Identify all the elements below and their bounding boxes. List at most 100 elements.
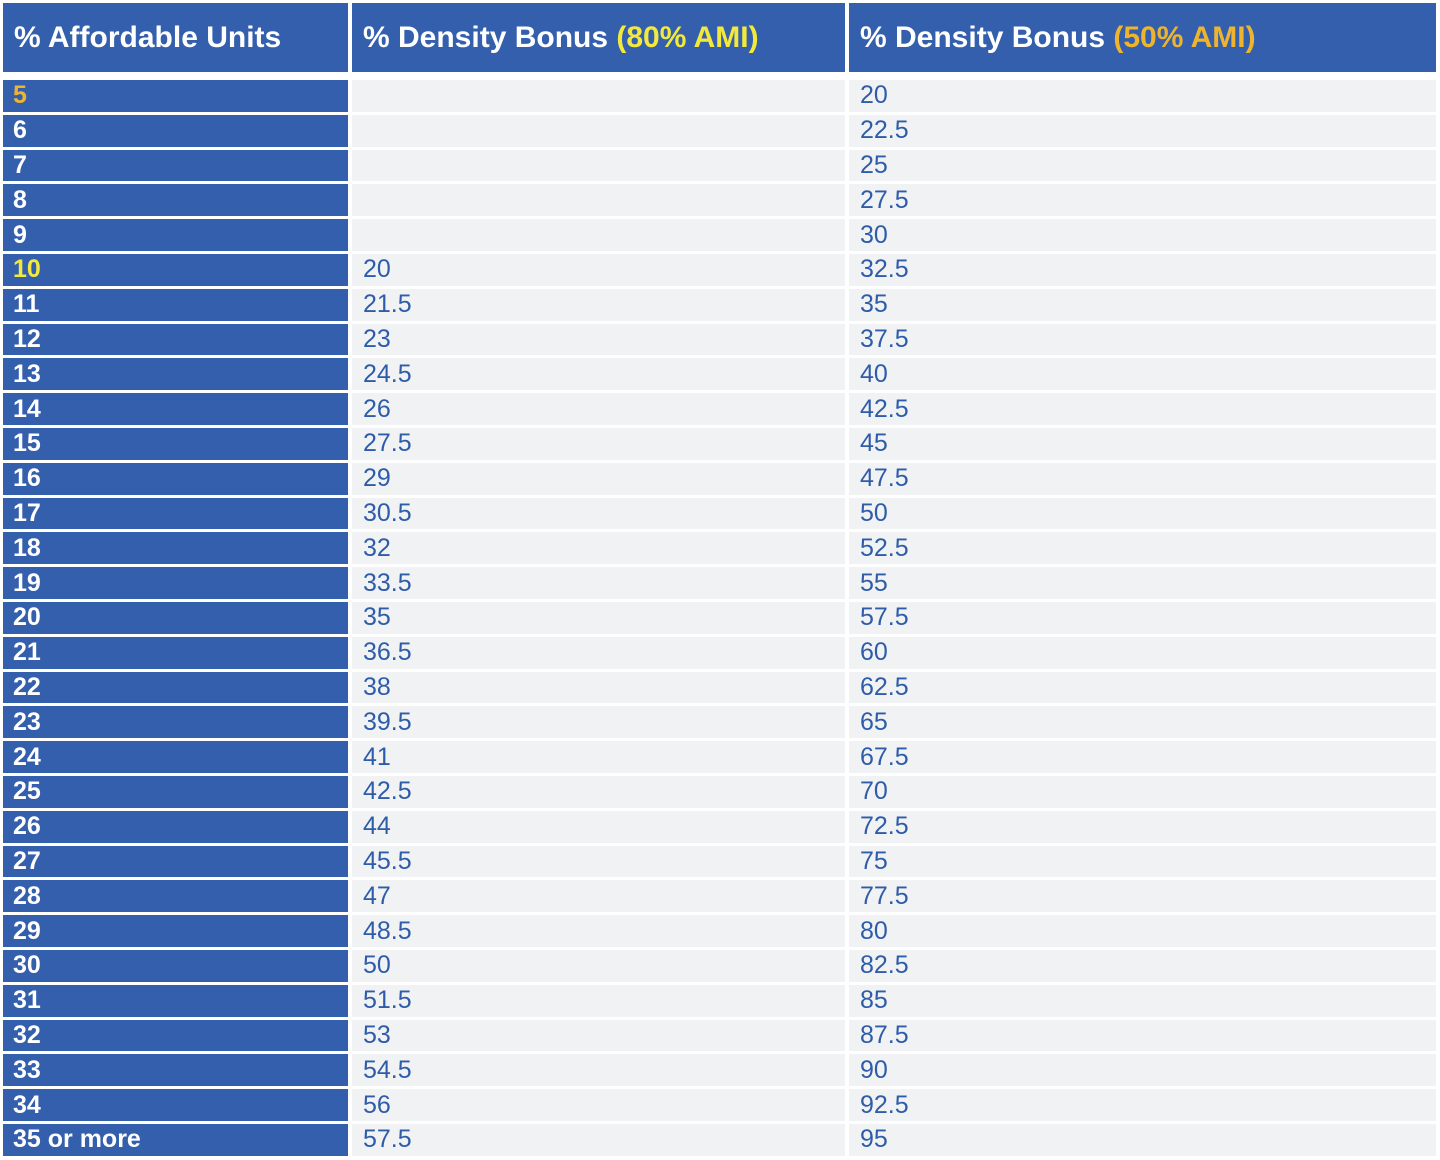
density-bonus-80-cell: 33.5	[352, 567, 845, 599]
table-row: 9 30	[3, 219, 1436, 251]
affordable-units-cell: 34	[3, 1089, 348, 1121]
affordable-units-cell: 33	[3, 1054, 348, 1087]
affordable-units-cell: 14	[3, 393, 348, 425]
table-row: 21 36.5 60	[3, 636, 1436, 669]
affordable-units-cell: 18	[3, 532, 348, 565]
density-bonus-50-cell: 90	[849, 1054, 1436, 1087]
density-bonus-50-cell: 25	[849, 149, 1436, 182]
density-bonus-50-cell: 67.5	[849, 741, 1436, 773]
affordable-units-cell: 30	[3, 949, 348, 982]
density-bonus-50-cell: 72.5	[849, 810, 1436, 843]
density-bonus-50-cell: 87.5	[849, 1019, 1436, 1052]
density-bonus-80-cell: 57.5	[352, 1123, 845, 1156]
density-bonus-50-cell: 47.5	[849, 462, 1436, 495]
density-bonus-50-cell: 65	[849, 706, 1436, 739]
density-bonus-50-cell: 77.5	[849, 880, 1436, 913]
density-bonus-80-cell: 45.5	[352, 845, 845, 878]
density-bonus-80-cell: 56	[352, 1089, 845, 1121]
density-bonus-50-cell: 35	[849, 288, 1436, 321]
table-row: 20 35 57.5	[3, 601, 1436, 634]
density-bonus-80-cell: 36.5	[352, 636, 845, 669]
density-bonus-50-cell: 27.5	[849, 184, 1436, 217]
table-row: 18 32 52.5	[3, 532, 1436, 565]
density-bonus-80-cell: 38	[352, 671, 845, 704]
table-row: 10 20 32.5	[3, 253, 1436, 286]
density-bonus-80-cell	[352, 184, 845, 217]
affordable-units-cell: 24	[3, 741, 348, 773]
density-bonus-50-cell: 50	[849, 497, 1436, 530]
density-bonus-50-cell: 95	[849, 1123, 1436, 1156]
density-bonus-80-cell: 41	[352, 741, 845, 773]
table-row: 32 53 87.5	[3, 1019, 1436, 1052]
affordable-units-cell: 15	[3, 427, 348, 460]
affordable-units-cell: 7	[3, 149, 348, 182]
density-bonus-50-cell: 60	[849, 636, 1436, 669]
table-row: 11 21.5 35	[3, 288, 1436, 321]
affordable-units-cell: 21	[3, 636, 348, 669]
density-bonus-80-cell: 44	[352, 810, 845, 843]
density-bonus-80-cell: 48.5	[352, 915, 845, 947]
density-bonus-80-cell: 29	[352, 462, 845, 495]
density-bonus-80-cell: 23	[352, 323, 845, 356]
table-row: 5 20	[3, 80, 1436, 112]
table-row: 22 38 62.5	[3, 671, 1436, 704]
table-row: 13 24.5 40	[3, 358, 1436, 391]
density-bonus-50-cell: 62.5	[849, 671, 1436, 704]
affordable-units-cell: 6	[3, 114, 348, 147]
density-bonus-50-cell: 32.5	[849, 253, 1436, 286]
density-bonus-50-cell: 42.5	[849, 393, 1436, 425]
density-bonus-50-cell: 85	[849, 984, 1436, 1017]
affordable-units-cell: 12	[3, 323, 348, 356]
density-bonus-50-cell: 40	[849, 358, 1436, 391]
affordable-units-cell: 23	[3, 706, 348, 739]
header-density-bonus-80: % Density Bonus (80% AMI)	[352, 3, 845, 72]
table-row: 14 26 42.5	[3, 393, 1436, 425]
table-row: 28 47 77.5	[3, 880, 1436, 913]
table-row: 19 33.5 55	[3, 567, 1436, 599]
table-row: 35 or more 57.5 95	[3, 1123, 1436, 1156]
density-bonus-50-cell: 37.5	[849, 323, 1436, 356]
table-row: 30 50 82.5	[3, 949, 1436, 982]
density-bonus-80-cell	[352, 219, 845, 251]
table-row: 24 41 67.5	[3, 741, 1436, 773]
table-row: 17 30.5 50	[3, 497, 1436, 530]
density-bonus-50-cell: 55	[849, 567, 1436, 599]
table-row: 27 45.5 75	[3, 845, 1436, 878]
density-bonus-80-cell: 30.5	[352, 497, 845, 530]
affordable-units-cell: 22	[3, 671, 348, 704]
density-bonus-50-cell: 45	[849, 427, 1436, 460]
density-bonus-80-cell: 24.5	[352, 358, 845, 391]
affordable-units-cell: 27	[3, 845, 348, 878]
affordable-units-cell: 5	[3, 80, 348, 112]
density-bonus-50-cell: 20	[849, 80, 1436, 112]
density-bonus-80-cell: 20	[352, 253, 845, 286]
affordable-units-cell: 32	[3, 1019, 348, 1052]
density-bonus-80-cell: 32	[352, 532, 845, 565]
affordable-units-cell: 25	[3, 775, 348, 808]
density-bonus-80-cell: 35	[352, 601, 845, 634]
density-bonus-50-cell: 57.5	[849, 601, 1436, 634]
table-row: 31 51.5 85	[3, 984, 1436, 1017]
density-bonus-80-cell: 50	[352, 949, 845, 982]
affordable-units-cell: 20	[3, 601, 348, 634]
table-row: 15 27.5 45	[3, 427, 1436, 460]
density-bonus-80-cell: 39.5	[352, 706, 845, 739]
density-bonus-80-cell: 54.5	[352, 1054, 845, 1087]
affordable-units-cell: 16	[3, 462, 348, 495]
table-body: 5 20 6 22.5 7 25 8 27.5 9 30 10 20 32.5 11 21.5 35 12 23 3…	[3, 80, 1436, 1156]
density-bonus-50-cell: 92.5	[849, 1089, 1436, 1121]
density-bonus-50-cell: 70	[849, 775, 1436, 808]
affordable-units-cell: 9	[3, 219, 348, 251]
density-bonus-80-cell: 26	[352, 393, 845, 425]
table-row: 8 27.5	[3, 184, 1436, 217]
header-density-bonus-50-ami: (50% AMI)	[1113, 20, 1256, 54]
density-bonus-80-cell: 47	[352, 880, 845, 913]
affordable-units-cell: 26	[3, 810, 348, 843]
table-header-row: % Affordable Units % Density Bonus (80% …	[3, 3, 1436, 72]
table-row: 33 54.5 90	[3, 1054, 1436, 1087]
affordable-units-cell: 19	[3, 567, 348, 599]
density-bonus-50-cell: 80	[849, 915, 1436, 947]
table-row: 12 23 37.5	[3, 323, 1436, 356]
affordable-units-cell: 29	[3, 915, 348, 947]
density-bonus-80-cell	[352, 80, 845, 112]
